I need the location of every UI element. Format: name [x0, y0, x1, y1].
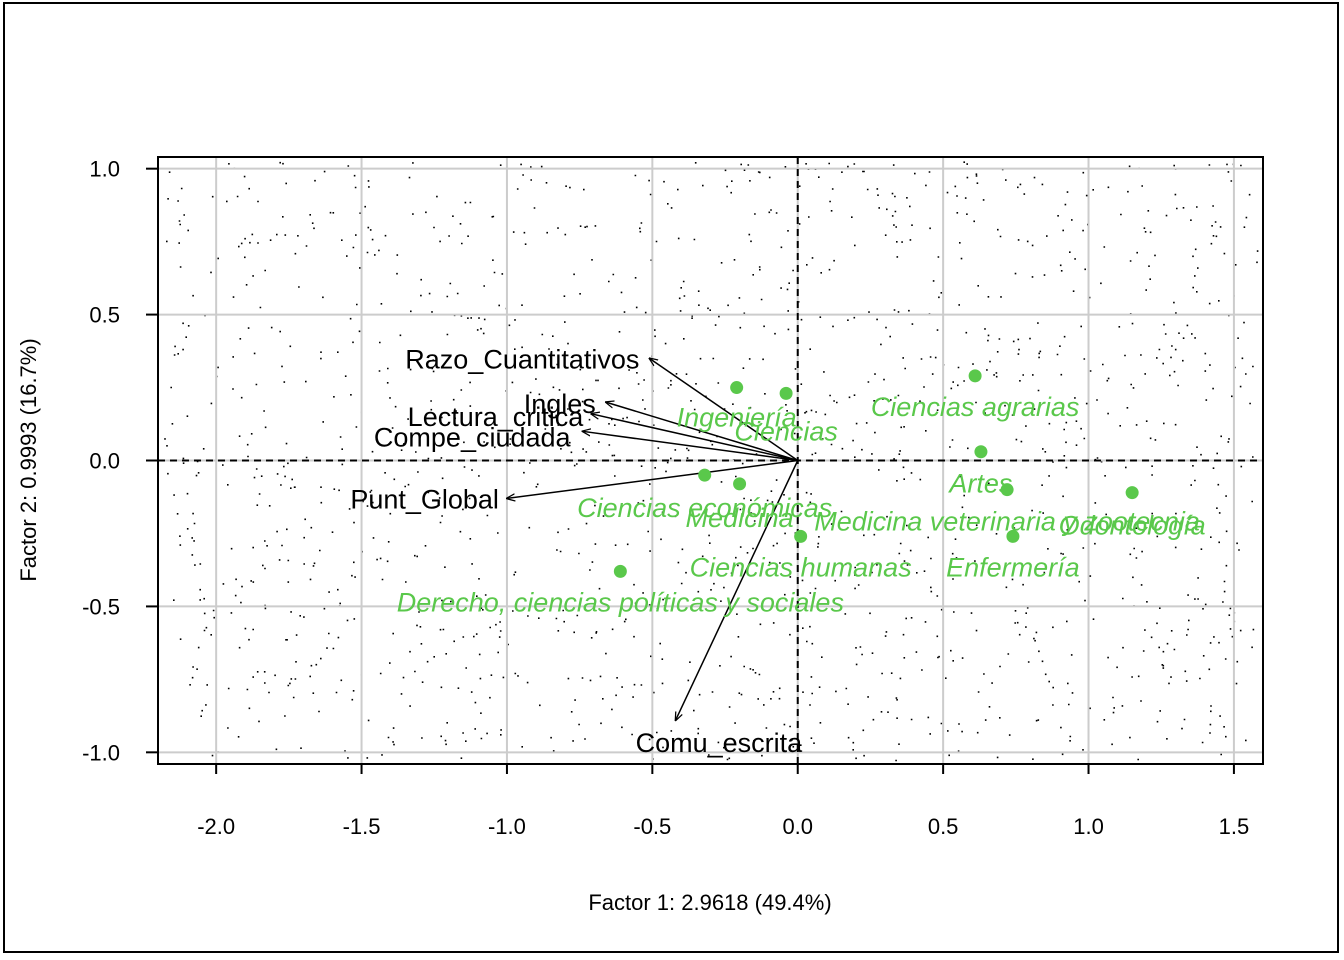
observation-label: Ciencias agrarias — [871, 392, 1080, 422]
observation-point — [779, 386, 793, 400]
x-tick-label: -1.5 — [343, 814, 381, 839]
variable-arrow — [676, 460, 799, 721]
observation-point — [1125, 486, 1139, 500]
x-tick-label: -1.0 — [488, 814, 526, 839]
observation-label: Enfermería — [946, 552, 1080, 582]
observation-label: Odontología — [1059, 511, 1206, 541]
observation-point — [968, 369, 982, 383]
observation-label: Derecho, ciencias políticas y sociales — [397, 587, 844, 617]
variable-arrows — [507, 358, 799, 721]
observation-point — [698, 468, 712, 482]
observation-point — [794, 529, 808, 543]
observation-label: Ciencias humanas — [690, 552, 912, 582]
observation-label: Ingeniería — [677, 403, 797, 433]
x-tick-label: 1.0 — [1073, 814, 1104, 839]
variable-label: Compe_ciudada — [374, 422, 572, 452]
observation-point — [730, 381, 744, 395]
y-tick-label: 0.0 — [89, 449, 120, 474]
y-tick-label: 1.0 — [89, 157, 120, 182]
x-tick-label: -0.5 — [633, 814, 671, 839]
observation-point — [613, 564, 627, 578]
variable-arrow — [591, 414, 798, 462]
gridlines — [158, 157, 1263, 764]
labels: Razo_CuantitativosInglesLectura_criticaC… — [350, 344, 1205, 758]
observation-points — [613, 369, 1139, 578]
y-tick-label: 0.5 — [89, 303, 120, 328]
observation-label: Medicina veterinaria y zootecnia — [814, 507, 1200, 537]
variable-label: Punt_Global — [350, 484, 499, 514]
x-tick-label: 0.0 — [782, 814, 813, 839]
variable-label: Razo_Cuantitativos — [405, 344, 639, 374]
variable-label: Lectura_critica — [408, 402, 585, 432]
axes: -2.0 -1.5 -1.0 -0.5 0.0 0.5 1.0 1.5 1.0 0.5 0.0 -0.… — [82, 156, 1264, 839]
observation-point — [733, 477, 747, 491]
variable-arrow — [606, 402, 798, 462]
x-tick-label: 0.5 — [928, 814, 959, 839]
variable-label: Comu_escrita — [636, 728, 804, 758]
y-tick-label: -0.5 — [82, 594, 120, 619]
variable-label: Ingles — [524, 389, 596, 419]
observation-label: Ciencias económicas — [577, 493, 832, 523]
x-tick-label: 1.5 — [1219, 814, 1250, 839]
x-tick-label: -2.0 — [197, 814, 235, 839]
observation-label: Ciencias — [734, 416, 838, 446]
observation-label: Medicina — [686, 503, 794, 533]
observation-point — [974, 445, 988, 459]
observation-point — [1000, 483, 1014, 497]
x-axis-title: Factor 1: 2.9618 (49.4%) — [588, 890, 831, 915]
variable-arrow — [583, 431, 798, 462]
observation-label: Artes — [947, 469, 1012, 499]
y-axis-title: Factor 2: 0.9993 (16.7%) — [16, 338, 41, 581]
variable-arrow — [507, 459, 798, 499]
observation-point — [1006, 529, 1020, 543]
variable-arrow — [649, 358, 799, 462]
y-tick-label: -1.0 — [82, 740, 120, 765]
